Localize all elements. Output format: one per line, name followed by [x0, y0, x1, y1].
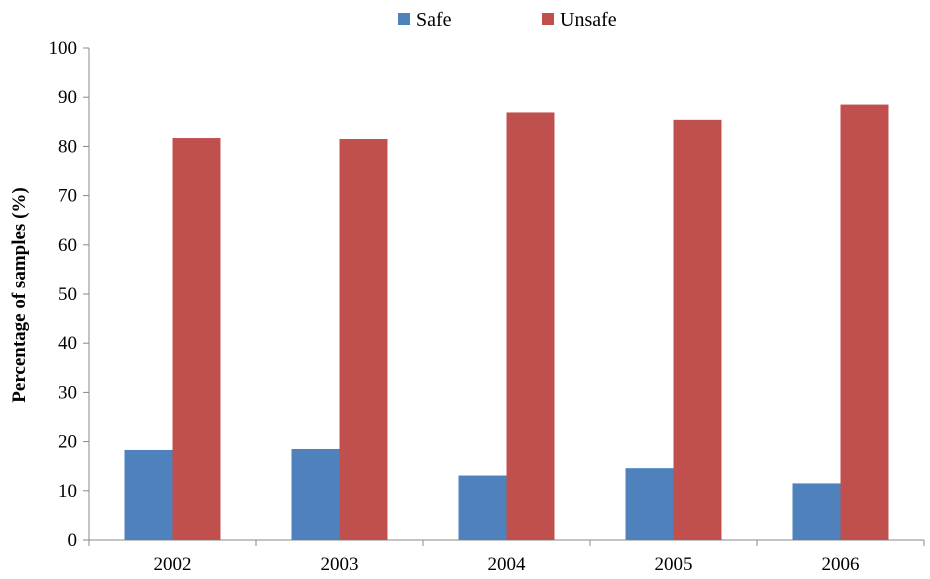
x-tick-label: 2005 [655, 554, 693, 575]
x-tick-label: 2003 [321, 554, 359, 575]
y-tick-label: 40 [58, 333, 77, 354]
bar-unsafe-2004 [506, 112, 555, 541]
y-tick-label: 0 [68, 530, 78, 551]
y-axis-label: Percentage of samples (%) [9, 187, 30, 402]
y-tick-label: 20 [58, 432, 77, 453]
bar-unsafe-2005 [673, 119, 722, 540]
x-axis: 2002 2003 2004 2005 2006 [88, 539, 925, 575]
bar-unsafe-2003 [339, 139, 388, 540]
y-tick-label: 30 [58, 382, 77, 403]
y-tick-label: 60 [58, 235, 77, 256]
legend-label-unsafe: Unsafe [560, 9, 617, 31]
y-axis: 0 10 20 30 40 50 60 70 80 90 100 [49, 38, 90, 551]
bar-safe-2002 [124, 449, 173, 540]
legend-swatch-safe [398, 13, 410, 25]
bars [124, 104, 889, 541]
y-tick-label: 50 [58, 284, 77, 305]
legend-swatch-unsafe [542, 13, 554, 25]
x-tick-label: 2006 [822, 554, 860, 575]
bar-safe-2003 [291, 448, 340, 540]
legend: Safe Unsafe [398, 9, 617, 31]
x-tick-label: 2004 [488, 554, 527, 575]
y-tick-label: 80 [58, 136, 77, 157]
legend-label-safe: Safe [416, 9, 452, 31]
bar-unsafe-2002 [172, 138, 221, 540]
y-tick-label: 10 [58, 481, 77, 502]
bar-safe-2006 [792, 483, 841, 540]
bar-unsafe-2006 [840, 104, 889, 540]
bar-safe-2004 [458, 475, 507, 540]
y-tick-label: 100 [49, 38, 78, 59]
bar-safe-2005 [625, 468, 674, 540]
x-tick-label: 2002 [154, 554, 192, 575]
y-tick-label: 70 [58, 186, 77, 207]
y-tick-label: 90 [58, 87, 77, 108]
